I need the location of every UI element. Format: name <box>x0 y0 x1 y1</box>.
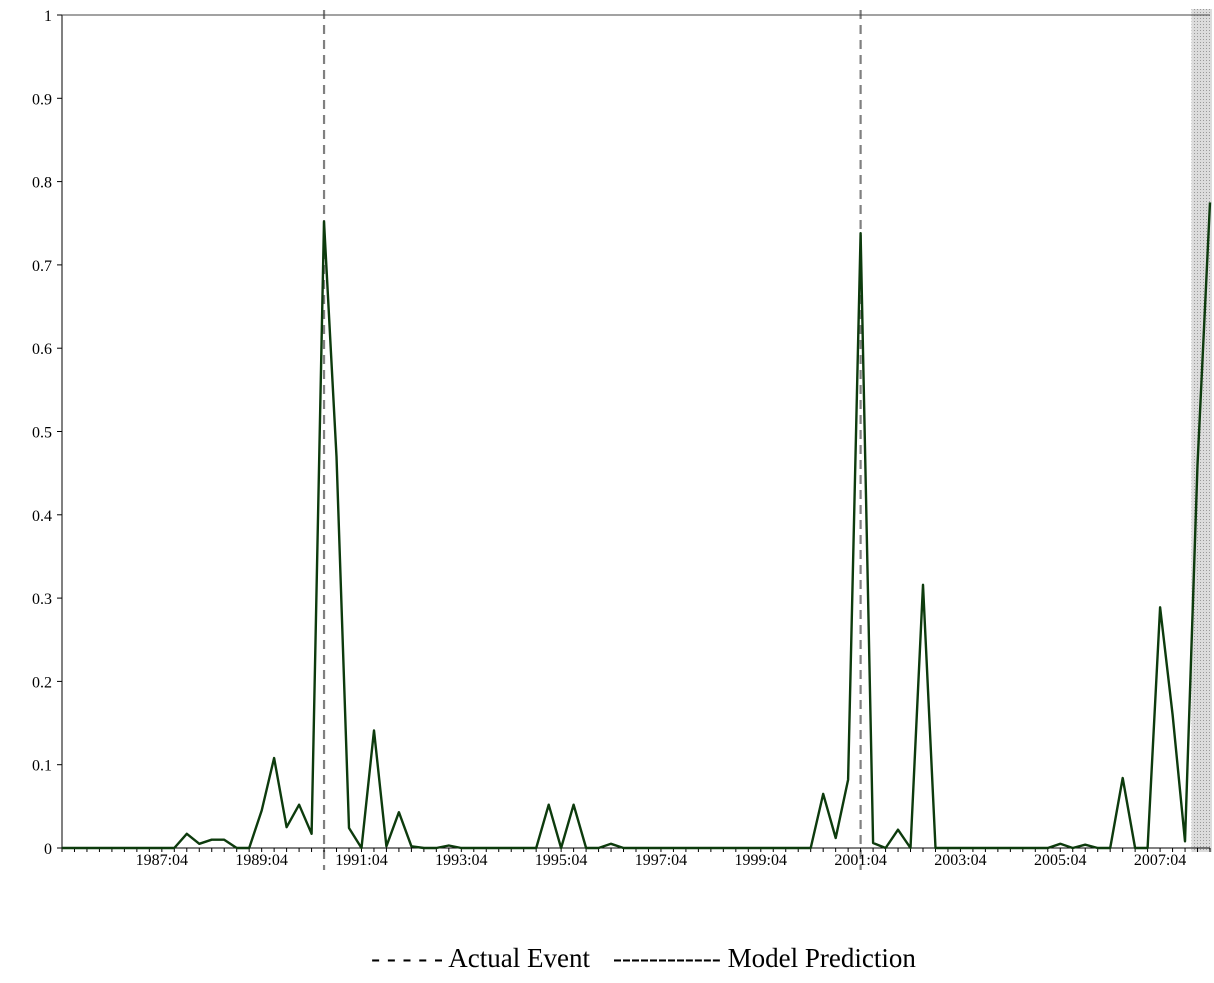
x-tick-label: 1997:04 <box>635 852 687 869</box>
y-tick-label: 0.4 <box>32 508 52 525</box>
y-tick-label: 0 <box>44 841 52 858</box>
y-tick-label: 0.7 <box>32 258 52 275</box>
x-tick-label: 2003:04 <box>934 852 986 869</box>
y-tick-label: 0.5 <box>32 425 52 442</box>
axes: 0 0.1 0.2 0.3 0.4 0.5 0.6 0.7 0.8 0.9 1 1987:04 1989… <box>32 8 1211 869</box>
y-tick-label: 0.8 <box>32 175 52 192</box>
y-tick-label: 0.3 <box>32 591 52 608</box>
shaded-region-rect <box>1191 9 1212 852</box>
legend-actual-event: - - - - - Actual Event <box>371 943 590 973</box>
y-tick-label: 0.2 <box>32 674 52 691</box>
x-tick-label: 1991:04 <box>335 852 387 869</box>
x-tick-label: 1989:04 <box>235 852 287 869</box>
y-tick-label: 0.6 <box>32 341 52 358</box>
y-tick-label: 1 <box>44 8 52 25</box>
x-tick-label: 1993:04 <box>435 852 487 869</box>
legend: - - - - - Actual Event ------------ Mode… <box>371 943 916 973</box>
x-tick-label: 1987:04 <box>136 852 188 869</box>
y-tick-label: 0.9 <box>32 91 52 108</box>
x-tick-label: 2007:04 <box>1134 852 1186 869</box>
prediction-line <box>62 202 1212 850</box>
x-tick-label: 2001:04 <box>834 852 886 869</box>
prediction-series <box>62 202 1212 850</box>
x-tick-label: 1999:04 <box>735 852 787 869</box>
x-tick-label: 1995:04 <box>535 852 587 869</box>
y-tick-label: 0.1 <box>32 758 52 775</box>
actual-event-lines <box>322 10 862 870</box>
legend-model-prediction: ------------ Model Prediction <box>613 943 916 973</box>
x-tick-label: 2005:04 <box>1034 852 1086 869</box>
shaded-region <box>1191 9 1212 852</box>
